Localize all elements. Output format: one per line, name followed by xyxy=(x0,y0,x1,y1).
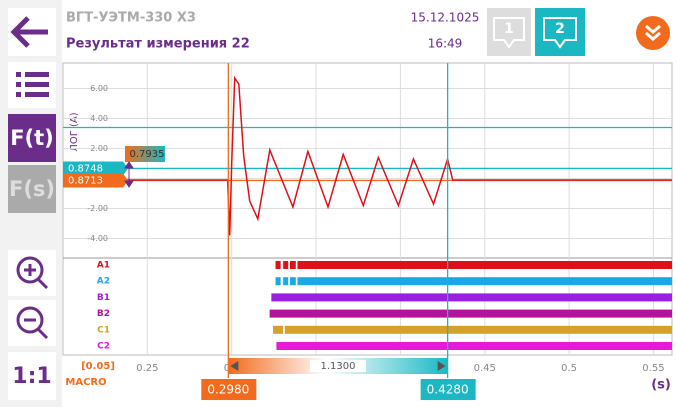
scale-label: [0.05] xyxy=(81,361,115,372)
signal-line xyxy=(63,75,672,236)
tab-label: 2 xyxy=(555,21,565,37)
delta-label: 1.1300 xyxy=(320,361,355,372)
cursor-box xyxy=(420,379,476,400)
channel-name: A1 xyxy=(97,261,110,271)
list-button[interactable] xyxy=(8,62,56,108)
mode-label: MACRO xyxy=(65,377,106,388)
button-label: F(t) xyxy=(10,126,54,150)
channel-bar xyxy=(284,325,672,334)
cursor-box xyxy=(201,379,257,400)
channel-bar xyxy=(283,261,289,269)
channel-bar xyxy=(297,277,672,286)
x-tick-label: 0.55 xyxy=(642,363,664,374)
channel-bar xyxy=(289,277,296,286)
button-label: F(s) xyxy=(9,177,55,201)
channel-name: A2 xyxy=(97,277,110,287)
y-tick-label: 2.00 xyxy=(90,144,108,153)
channel-name: B2 xyxy=(97,309,110,319)
x-tick-label: 0.45 xyxy=(474,363,496,374)
date: 15.12.1025 xyxy=(411,11,480,25)
delta-box xyxy=(309,360,366,372)
y-tick-label: -2.00 xyxy=(87,204,108,213)
zoom-in-button[interactable] xyxy=(8,250,56,296)
channel-name: C2 xyxy=(97,342,110,352)
channel-bar xyxy=(297,261,672,269)
channel-bar xyxy=(269,309,672,318)
channel-bar xyxy=(289,261,296,269)
channel-bar xyxy=(275,277,281,286)
tab-2[interactable]: 2 xyxy=(535,8,585,56)
channel-bar xyxy=(273,325,284,334)
channel-name: B1 xyxy=(97,293,110,303)
y-axis-label: ЛОГ (А) xyxy=(69,112,80,151)
y-tick-label: 4.00 xyxy=(90,114,108,123)
time: 16:49 xyxy=(428,37,463,51)
zoom-out-button[interactable] xyxy=(8,300,56,346)
cursor-label: 0.4280 xyxy=(427,383,469,397)
readout-box xyxy=(63,173,128,188)
y-tick-label: -4.00 xyxy=(87,234,108,243)
channel-bar xyxy=(276,342,672,350)
channel-bar xyxy=(283,277,289,286)
readout-label: 0.8748 xyxy=(68,163,103,174)
channel-bar xyxy=(271,293,672,302)
tab-label: 1 xyxy=(504,21,514,37)
back-button[interactable] xyxy=(8,8,56,56)
page-title: Результат измерения 22 xyxy=(66,37,250,52)
readout-box xyxy=(63,161,128,176)
x-tick-label: 0.25 xyxy=(136,363,158,374)
menu-button[interactable] xyxy=(636,16,670,50)
marker-box xyxy=(125,146,165,162)
x-axis-label: (s) xyxy=(651,378,671,393)
tab-1[interactable]: 1 xyxy=(487,8,531,56)
channel-bar xyxy=(275,261,281,269)
marker-label: 0.7935 xyxy=(130,149,165,160)
marker-icon xyxy=(124,161,134,188)
y-tick-label: 6.00 xyxy=(90,84,108,93)
channel-name: C1 xyxy=(97,325,110,335)
reset-zoom-button[interactable]: 1:1 xyxy=(8,352,56,400)
button-label: 1:1 xyxy=(12,364,51,389)
fs-button[interactable]: F(s) xyxy=(8,165,56,213)
ft-button[interactable]: F(t) xyxy=(8,114,56,162)
readout-label: 0.8713 xyxy=(68,175,103,186)
cursor-label: 0.2980 xyxy=(207,383,249,397)
x-tick-label: 0.5 xyxy=(561,363,577,374)
device-name: ВГТ-УЭТМ-330 Х3 xyxy=(66,11,196,26)
